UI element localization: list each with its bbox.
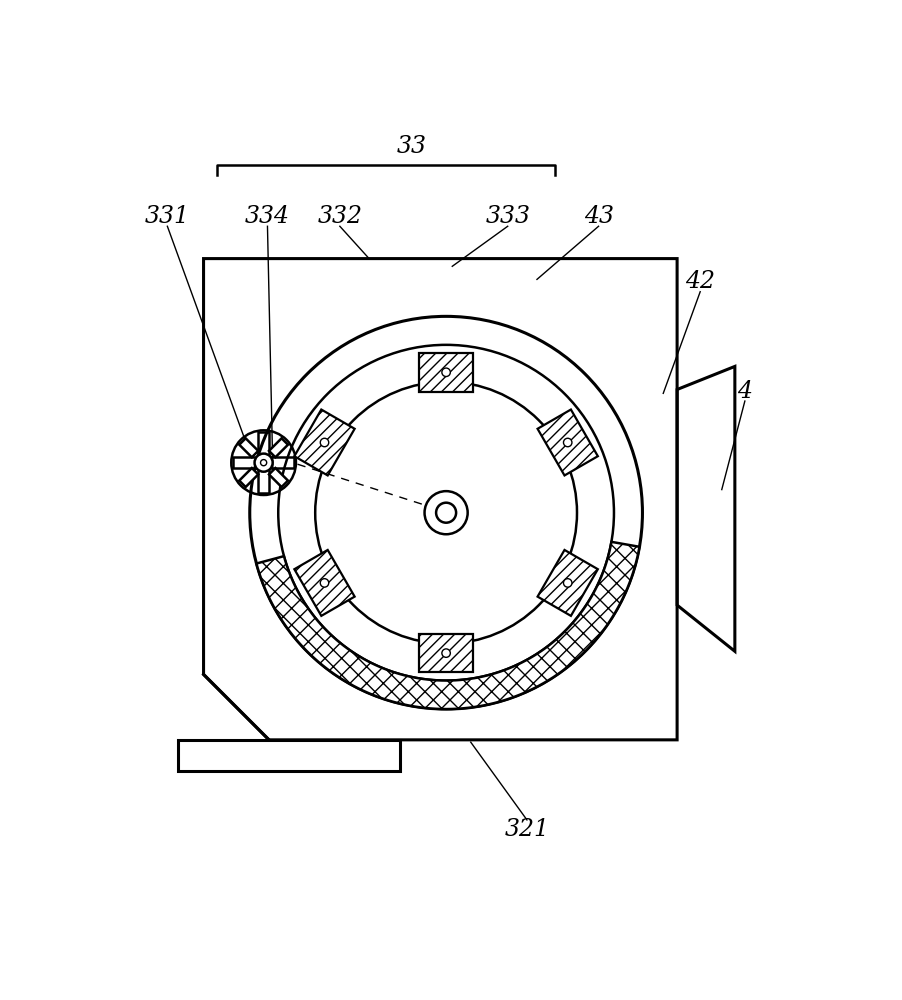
- Text: 331: 331: [145, 205, 189, 228]
- Circle shape: [261, 460, 267, 466]
- Polygon shape: [239, 468, 258, 487]
- Polygon shape: [239, 438, 258, 457]
- Circle shape: [436, 503, 456, 523]
- Circle shape: [442, 649, 450, 657]
- Circle shape: [320, 438, 328, 447]
- Polygon shape: [538, 410, 598, 475]
- Circle shape: [425, 491, 467, 534]
- Polygon shape: [294, 410, 354, 475]
- Circle shape: [320, 579, 328, 587]
- Text: 334: 334: [245, 205, 290, 228]
- Polygon shape: [419, 634, 473, 672]
- Polygon shape: [269, 438, 288, 457]
- Text: 333: 333: [485, 205, 530, 228]
- Circle shape: [564, 579, 572, 587]
- Polygon shape: [294, 550, 354, 616]
- Polygon shape: [256, 542, 640, 709]
- Polygon shape: [538, 550, 598, 616]
- Text: 321: 321: [504, 818, 549, 841]
- Text: 43: 43: [584, 205, 613, 228]
- Circle shape: [254, 454, 272, 472]
- Polygon shape: [269, 468, 288, 487]
- Text: 33: 33: [397, 135, 427, 158]
- Circle shape: [564, 438, 572, 447]
- Circle shape: [442, 368, 450, 377]
- Polygon shape: [419, 353, 473, 392]
- Text: 4: 4: [737, 380, 752, 403]
- Polygon shape: [677, 366, 735, 651]
- Text: 42: 42: [686, 270, 715, 293]
- Text: 332: 332: [318, 205, 363, 228]
